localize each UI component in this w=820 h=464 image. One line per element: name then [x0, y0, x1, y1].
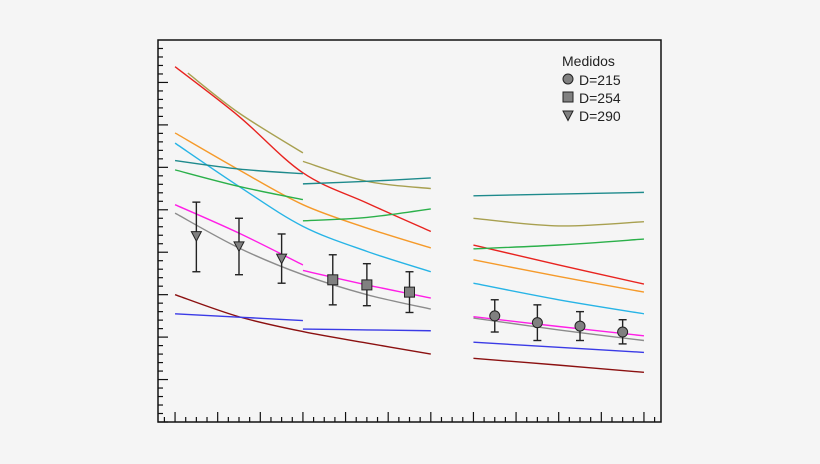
data-point-D=290 [275, 233, 288, 284]
legend-circle-icon [562, 73, 574, 85]
legend-entry: D=215 [562, 72, 621, 88]
model-curve-8 [473, 357, 645, 374]
square-marker [361, 279, 373, 291]
model-curve-0 [473, 244, 645, 285]
circle-marker [617, 326, 629, 338]
data-point-D=290 [190, 201, 203, 273]
measured-points [190, 201, 629, 345]
data-point-D=254 [404, 271, 415, 314]
square-marker [404, 286, 415, 298]
legend-label: D=254 [579, 90, 621, 106]
model-curve-1 [473, 217, 644, 227]
model-curve-4 [302, 177, 431, 185]
legend-entry: D=290 [562, 108, 621, 124]
triangle-down-marker [190, 231, 203, 243]
data-point-D=215 [489, 299, 501, 333]
model-curve-9 [175, 313, 303, 322]
legend-entry: D=254 [562, 90, 621, 106]
model-curve-2 [174, 132, 432, 249]
data-point-D=254 [361, 262, 373, 307]
model-curve-1 [187, 72, 304, 154]
triangle-down-marker [275, 253, 288, 265]
legend-label: D=215 [579, 72, 621, 88]
model-curve-9 [473, 341, 644, 354]
square-marker [327, 274, 339, 286]
axis-ticks [158, 47, 656, 423]
legend-triangle-down-icon [562, 110, 574, 122]
data-point-D=215 [617, 319, 629, 345]
model-curve-4 [473, 191, 644, 197]
model-curve-5 [302, 208, 431, 222]
circle-marker [489, 310, 501, 322]
circle-marker [574, 320, 586, 332]
legend: Medidos D=215 D=254 D=290 [562, 53, 621, 124]
circle-marker [531, 317, 543, 329]
legend-label: D=290 [579, 108, 621, 124]
model-curve-3 [174, 142, 432, 273]
data-point-D=215 [531, 304, 543, 342]
model-curve-9 [302, 328, 431, 332]
model-curve-7 [174, 212, 431, 310]
model-curve-3 [473, 282, 645, 315]
data-point-D=290 [233, 217, 245, 276]
legend-square-icon [562, 91, 574, 103]
data-point-D=254 [327, 254, 339, 306]
model-curve-1 [302, 160, 431, 190]
model-curve-0 [174, 66, 432, 233]
model-curves [174, 66, 645, 374]
model-curve-8 [174, 294, 431, 355]
data-point-D=215 [574, 310, 586, 342]
triangle-down-marker [233, 241, 245, 253]
model-curve-5 [174, 169, 304, 201]
model-curve-4 [174, 159, 303, 175]
legend-title: Medidos [562, 53, 615, 69]
model-curve-5 [473, 238, 644, 250]
model-curve-2 [473, 259, 645, 293]
